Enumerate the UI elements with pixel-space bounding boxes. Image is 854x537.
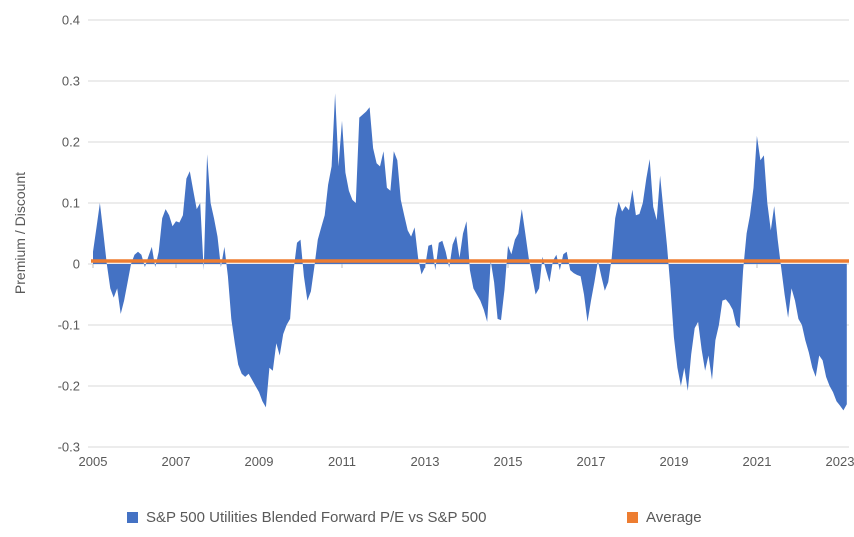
legend-average-label: Average: [646, 509, 702, 526]
y-axis-tick-label: -0.3: [58, 440, 80, 455]
x-axis-tick-label: 2011: [328, 454, 356, 469]
premium-discount-area: [93, 93, 847, 411]
x-axis-tick-label: 2021: [743, 454, 772, 469]
x-axis-tick-label: 2015: [494, 454, 523, 469]
x-axis-tick-label: 2005: [79, 454, 108, 469]
x-axis-tick-label: 2023: [826, 454, 854, 469]
y-axis-tick-label: 0.2: [62, 135, 80, 150]
y-axis-tick-label: 0.1: [62, 196, 80, 211]
legend-series-label: S&P 500 Utilities Blended Forward P/E vs…: [146, 509, 487, 526]
x-axis-tick-label: 2009: [245, 454, 274, 469]
x-axis-tick-label: 2007: [162, 454, 191, 469]
y-axis-tick-label: -0.1: [58, 318, 80, 333]
y-axis-tick-label: 0.3: [62, 74, 80, 89]
legend-item-series: S&P 500 Utilities Blended Forward P/E vs…: [127, 509, 486, 526]
average-swatch-icon: [627, 512, 638, 523]
legend-item-average: Average: [627, 509, 702, 526]
y-axis-tick-label: -0.2: [58, 379, 80, 394]
x-axis-tick-label: 2017: [577, 454, 606, 469]
chart-legend: S&P 500 Utilities Blended Forward P/E vs…: [0, 506, 854, 532]
x-axis-tick-label: 2019: [660, 454, 689, 469]
y-axis-tick-label: 0: [73, 257, 80, 272]
y-axis-title: Premium / Discount: [12, 172, 28, 294]
series-swatch-icon: [127, 512, 138, 523]
x-axis-tick-label: 2013: [411, 454, 440, 469]
y-axis-tick-label: 0.4: [62, 13, 80, 28]
